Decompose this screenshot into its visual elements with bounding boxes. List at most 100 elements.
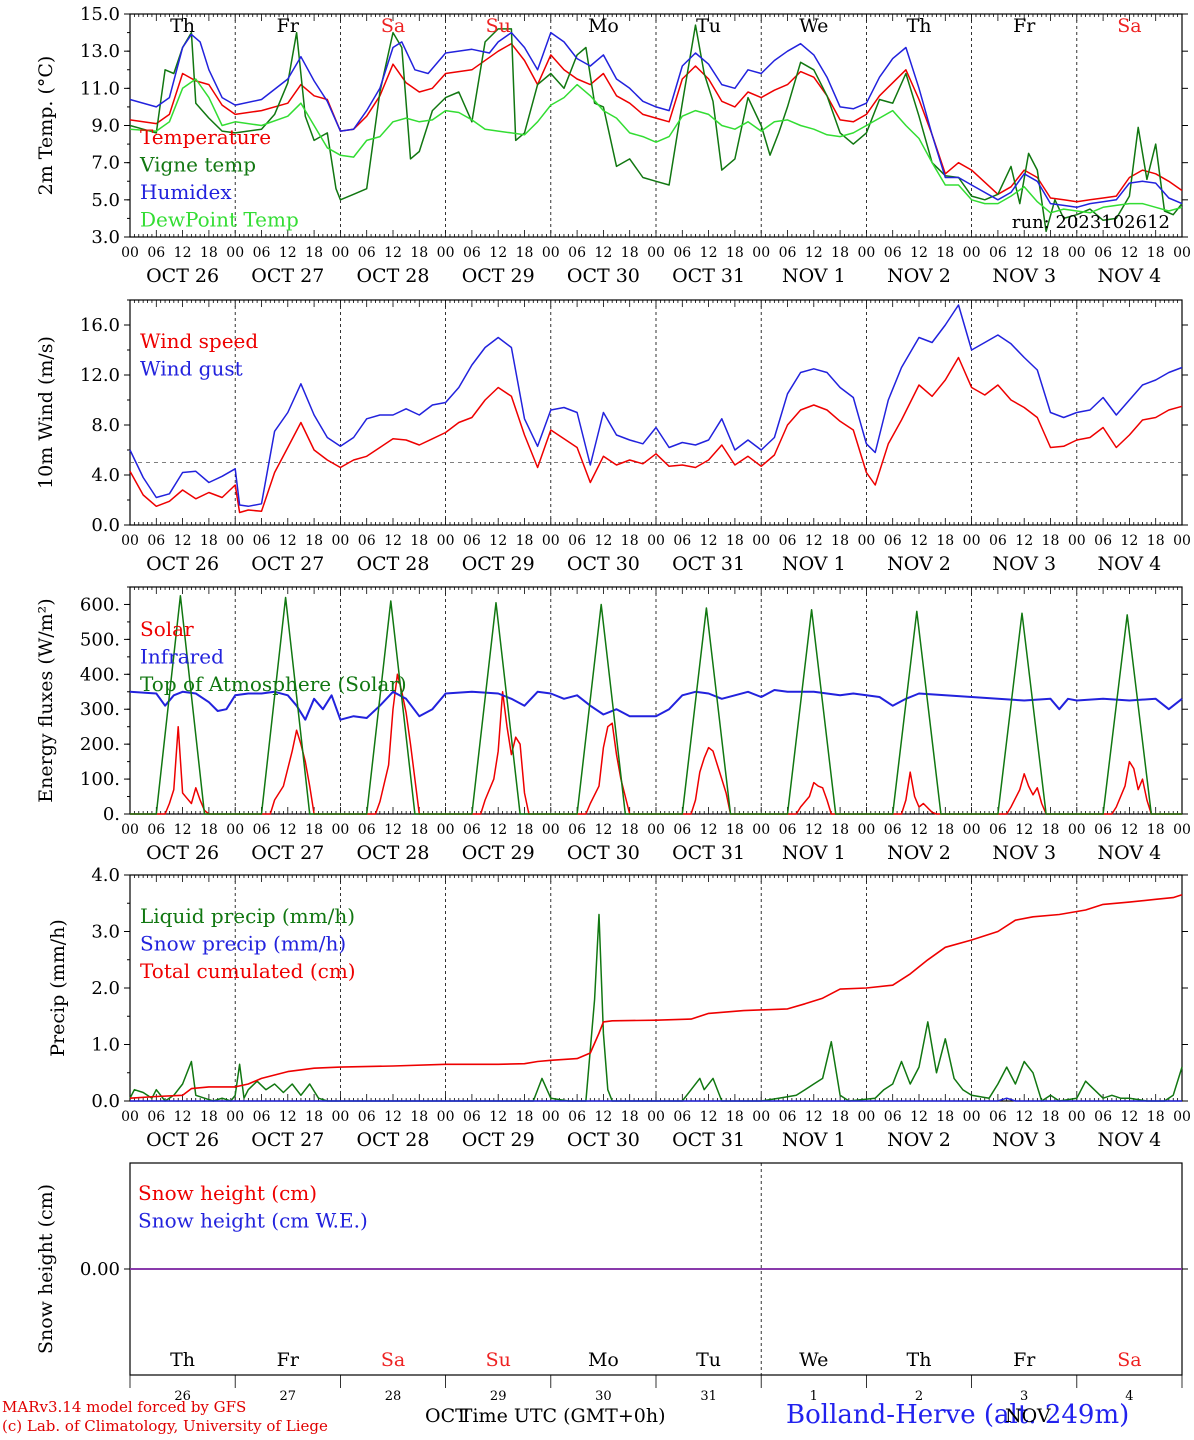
panel-snow: 0.00 Snow height (cm) Snow height (cm) Snow… bbox=[35, 1162, 1188, 1376]
hour-tick-label: 06 bbox=[147, 245, 165, 261]
hour-tick-label: 18 bbox=[1042, 822, 1060, 838]
hour-tick-label: 12 bbox=[279, 245, 297, 261]
date-label: OCT 29 bbox=[462, 1129, 535, 1151]
date-label: NOV 2 bbox=[887, 1129, 951, 1151]
hour-tick-label: 00 bbox=[1068, 533, 1086, 549]
date-label: OCT 30 bbox=[567, 842, 640, 864]
date-label: OCT 27 bbox=[251, 553, 324, 575]
hour-tick-label: 12 bbox=[805, 822, 823, 838]
hour-tick-label: 00 bbox=[331, 533, 349, 549]
hour-tick-label: 12 bbox=[174, 533, 192, 549]
hour-tick-label: 12 bbox=[910, 1109, 928, 1125]
hour-tick-label: 00 bbox=[437, 245, 455, 261]
weekday-label: Tu bbox=[696, 15, 721, 37]
station-label: Bolland-Herve (alt. 249m) bbox=[786, 1400, 1129, 1430]
hour-tick-label: 12 bbox=[1120, 245, 1138, 261]
date-label: NOV 4 bbox=[1098, 553, 1162, 575]
month-label-oct: OCT bbox=[425, 1405, 468, 1427]
weekday-label: Fr bbox=[277, 15, 300, 37]
hour-tick-label: 18 bbox=[831, 1109, 849, 1125]
panel-flux: 0. 100. 200. 300. 400. 500. 600. Energy fluxes … bbox=[35, 586, 1191, 864]
hour-tick-label: 00 bbox=[752, 822, 770, 838]
time-axis-title: OCTTime UTC (GMT+0h) bbox=[425, 1405, 666, 1427]
legend-entry: Top of Atmosphere (Solar) bbox=[140, 672, 407, 696]
hour-tick-label: 06 bbox=[147, 533, 165, 549]
hour-tick-label: 18 bbox=[410, 245, 428, 261]
date-label: OCT 31 bbox=[672, 553, 745, 575]
date-label: OCT 31 bbox=[672, 842, 745, 864]
date-label: NOV 2 bbox=[887, 265, 951, 287]
hour-tick-label: 06 bbox=[673, 245, 691, 261]
snow-day-number: 4 bbox=[1125, 1389, 1133, 1404]
hour-tick-label: 12 bbox=[384, 1109, 402, 1125]
hour-tick-label: 12 bbox=[805, 1109, 823, 1125]
hour-tick-label: 06 bbox=[989, 533, 1007, 549]
date-label: OCT 27 bbox=[251, 265, 324, 287]
hour-tick-label: 12 bbox=[174, 245, 192, 261]
hour-tick-label: 12 bbox=[279, 822, 297, 838]
legend-entry: Liquid precip (mm/h) bbox=[140, 904, 355, 928]
hour-tick-label: 12 bbox=[1015, 533, 1033, 549]
y-axis-label: 10m Wind (m/s) bbox=[35, 336, 57, 489]
hour-tick-label: 06 bbox=[673, 822, 691, 838]
hour-tick-label: 18 bbox=[1147, 245, 1165, 261]
date-label: NOV 1 bbox=[782, 265, 846, 287]
hour-tick-label: 18 bbox=[831, 245, 849, 261]
date-label: NOV 2 bbox=[887, 553, 951, 575]
hour-tick-label: 00 bbox=[752, 533, 770, 549]
hour-tick-label: 00 bbox=[1173, 245, 1191, 261]
legend-entry: DewPoint Temp bbox=[140, 208, 299, 232]
snow-weekday-label: Tu bbox=[696, 1349, 721, 1371]
weekday-label: We bbox=[799, 15, 828, 37]
series-line-solar bbox=[130, 673, 1182, 815]
hour-tick-label: 18 bbox=[1147, 822, 1165, 838]
weekday-label: Mo bbox=[588, 15, 619, 37]
hour-tick-label: 06 bbox=[358, 1109, 376, 1125]
y-tick-label: 1.0 bbox=[91, 1035, 120, 1056]
snow-weekday-label: Fr bbox=[277, 1349, 300, 1371]
hour-tick-label: 00 bbox=[437, 533, 455, 549]
hour-tick-label: 06 bbox=[147, 1109, 165, 1125]
hour-tick-label: 12 bbox=[700, 1109, 718, 1125]
hour-tick-label: 12 bbox=[1015, 822, 1033, 838]
hour-tick-label: 06 bbox=[884, 1109, 902, 1125]
snow-weekday-label: We bbox=[799, 1349, 828, 1371]
hour-tick-label: 00 bbox=[121, 1109, 139, 1125]
hour-tick-label: 00 bbox=[121, 533, 139, 549]
hour-tick-label: 06 bbox=[779, 533, 797, 549]
run-label: run: 2023102612 bbox=[1012, 212, 1170, 233]
hour-tick-label: 18 bbox=[621, 822, 639, 838]
weekday-label: Sa bbox=[1117, 15, 1141, 37]
series-line-top-of-atmosphere-solar- bbox=[130, 594, 1182, 815]
date-label: OCT 31 bbox=[672, 265, 745, 287]
time-axis-label: Time UTC (GMT+0h) bbox=[459, 1405, 666, 1427]
snow-day-number: 29 bbox=[490, 1389, 507, 1404]
snow-day-number: 30 bbox=[595, 1389, 612, 1404]
hour-tick-label: 00 bbox=[857, 533, 875, 549]
hour-tick-label: 18 bbox=[936, 822, 954, 838]
y-axis-label: Snow height (cm) bbox=[35, 1184, 57, 1354]
hour-tick-label: 12 bbox=[594, 1109, 612, 1125]
date-label: NOV 1 bbox=[782, 1129, 846, 1151]
date-label: NOV 4 bbox=[1098, 1129, 1162, 1151]
hour-tick-label: 00 bbox=[226, 245, 244, 261]
hour-tick-label: 06 bbox=[989, 1109, 1007, 1125]
hour-tick-label: 12 bbox=[1120, 1109, 1138, 1125]
y-tick-label: 13.0 bbox=[80, 41, 120, 62]
hour-tick-label: 12 bbox=[1120, 533, 1138, 549]
date-label: OCT 28 bbox=[356, 842, 429, 864]
hour-tick-label: 18 bbox=[726, 822, 744, 838]
hour-tick-label: 00 bbox=[437, 822, 455, 838]
hour-tick-label: 00 bbox=[1068, 245, 1086, 261]
snow-weekday-label: Th bbox=[907, 1349, 932, 1371]
y-tick-label: 300. bbox=[80, 699, 120, 720]
hour-tick-label: 06 bbox=[1094, 1109, 1112, 1125]
hour-tick-label: 18 bbox=[305, 533, 323, 549]
y-tick-label: 0. bbox=[103, 804, 120, 825]
legend-entry: Temperature bbox=[140, 125, 271, 149]
hour-tick-label: 06 bbox=[989, 822, 1007, 838]
y-tick-label: 3.0 bbox=[91, 227, 120, 248]
hour-tick-label: 06 bbox=[568, 822, 586, 838]
legend-entry: Snow height (cm) bbox=[138, 1181, 317, 1205]
y-tick-label: 100. bbox=[80, 769, 120, 790]
